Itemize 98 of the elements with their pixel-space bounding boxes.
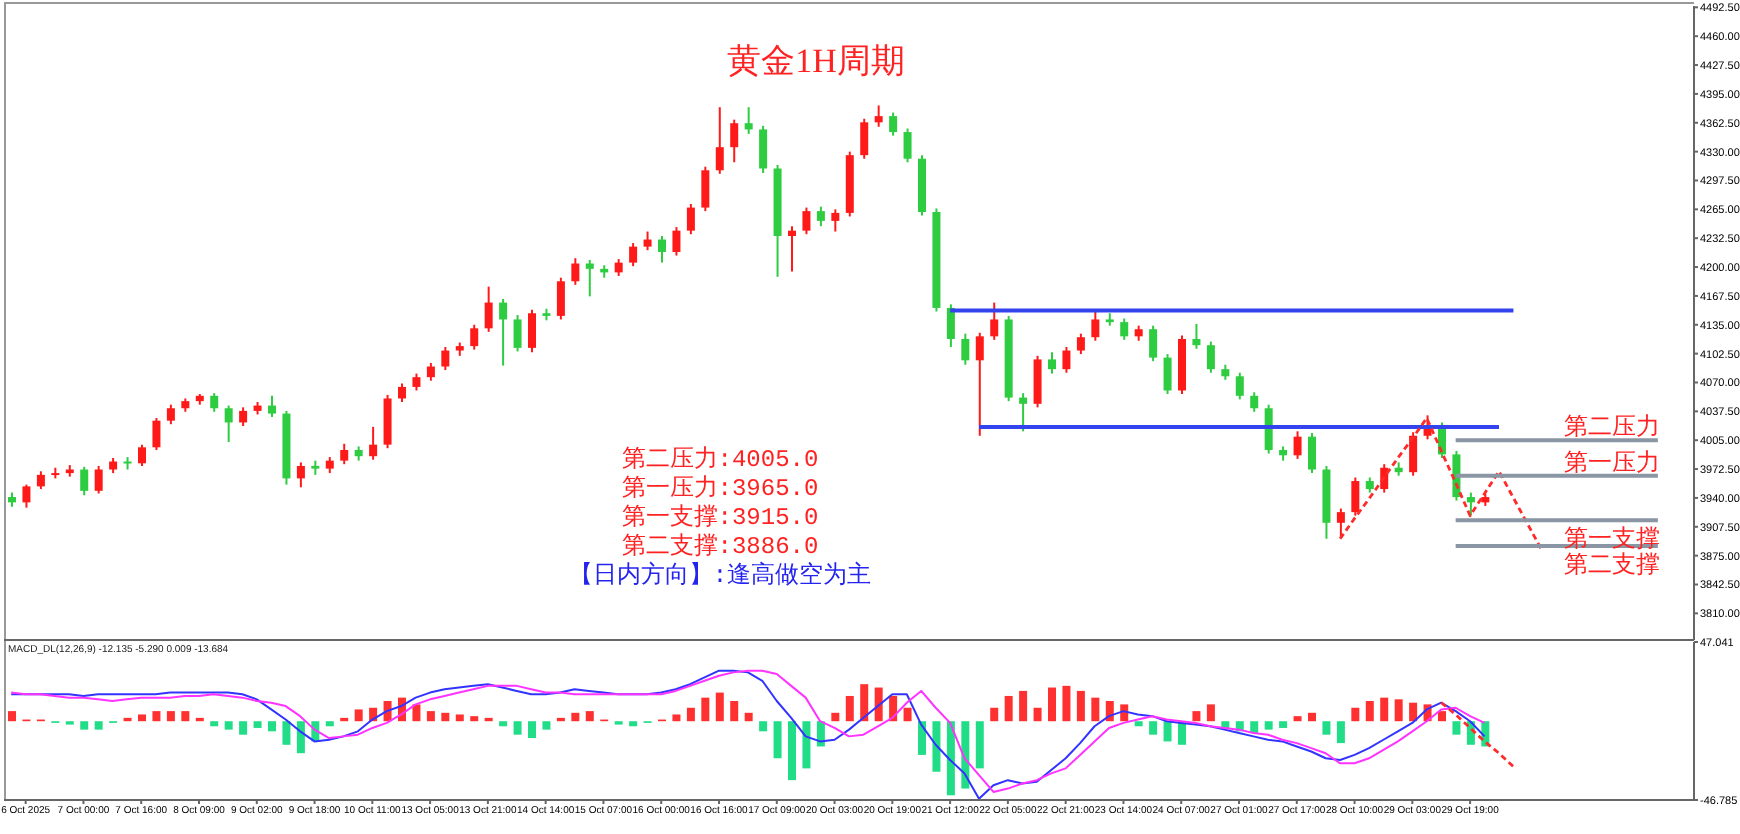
- bar: [1076, 690, 1085, 722]
- candlestick: [268, 394, 276, 419]
- bar: [470, 716, 479, 722]
- bar: [903, 707, 912, 722]
- candlestick: [398, 382, 406, 404]
- bar: [181, 711, 190, 722]
- bar: [528, 721, 536, 739]
- bar: [1438, 711, 1446, 722]
- bar: [629, 721, 638, 727]
- bar: [1149, 721, 1158, 735]
- bar: [701, 697, 710, 722]
- bar: [715, 692, 724, 722]
- bar: [542, 721, 551, 730]
- bar: [1394, 699, 1403, 722]
- bar: [1134, 721, 1143, 727]
- line-series: [1439, 701, 1515, 769]
- bar: [94, 721, 103, 730]
- bar: [773, 721, 782, 759]
- bar: [845, 695, 854, 722]
- candlestick: [94, 464, 103, 495]
- candlestick: [528, 308, 536, 354]
- bar: [210, 721, 219, 727]
- bar: [1452, 721, 1461, 735]
- bar: [1004, 695, 1013, 722]
- bar: [1322, 721, 1331, 735]
- bar: [788, 721, 796, 781]
- bar: [166, 711, 175, 722]
- bar: [802, 721, 811, 769]
- bar: [831, 712, 840, 722]
- bar: [571, 712, 580, 722]
- bar: [860, 684, 869, 722]
- bar: [8, 711, 16, 722]
- bar: [672, 714, 681, 722]
- bar: [1365, 701, 1374, 722]
- bar: [296, 721, 305, 754]
- candlestick: [80, 465, 89, 497]
- bar: [990, 707, 999, 722]
- candlestick: [239, 406, 248, 427]
- candlestick: [340, 442, 349, 466]
- bar: [946, 721, 955, 796]
- bar: [744, 712, 753, 722]
- candlestick: [296, 461, 305, 489]
- candlestick: [22, 483, 31, 509]
- candlestick: [556, 276, 565, 321]
- bar: [138, 714, 146, 722]
- candlestick: [369, 425, 378, 461]
- candlestick: [383, 393, 392, 450]
- bar: [1206, 704, 1215, 722]
- bar: [1091, 697, 1100, 722]
- candlestick: [224, 404, 233, 443]
- candlestick: [166, 403, 175, 426]
- bar: [975, 721, 984, 769]
- bar: [1264, 721, 1273, 730]
- bar: [268, 721, 276, 732]
- bar: [1351, 707, 1360, 722]
- bar: [1192, 711, 1201, 722]
- candlestick: [571, 257, 580, 286]
- bar: [874, 687, 883, 722]
- bar: [730, 701, 739, 722]
- candlestick: [470, 323, 479, 351]
- bar: [1308, 712, 1316, 722]
- bar: [441, 712, 450, 722]
- bar: [1019, 690, 1028, 722]
- bar: [513, 721, 522, 735]
- bar: [224, 721, 233, 730]
- bar: [499, 721, 508, 727]
- candlestick: [138, 443, 146, 467]
- bar: [455, 714, 464, 722]
- bar: [1163, 721, 1172, 742]
- bar: [282, 721, 291, 745]
- candlestick: [210, 392, 219, 413]
- bar: [253, 721, 262, 728]
- candlestick: [513, 314, 522, 353]
- bar: [1336, 721, 1345, 744]
- bar: [1048, 687, 1056, 722]
- bar: [1062, 685, 1071, 722]
- bar: [412, 704, 421, 722]
- bar: [1250, 721, 1259, 733]
- candlestick: [499, 298, 508, 367]
- bar: [585, 711, 594, 722]
- bar: [239, 721, 248, 735]
- candlestick: [441, 345, 450, 372]
- candlestick: [484, 285, 493, 333]
- bar: [1409, 702, 1418, 722]
- bar: [325, 721, 334, 727]
- bar: [1033, 707, 1042, 722]
- bar: [354, 709, 363, 722]
- bar: [686, 707, 695, 722]
- bar: [1293, 716, 1302, 722]
- bar: [1279, 721, 1288, 728]
- candlestick: [152, 417, 161, 451]
- bar: [918, 721, 926, 755]
- bar: [80, 721, 89, 730]
- bar: [152, 711, 161, 722]
- bar: [932, 721, 941, 772]
- bar: [1380, 697, 1389, 722]
- bar: [759, 721, 768, 732]
- bar: [426, 711, 435, 722]
